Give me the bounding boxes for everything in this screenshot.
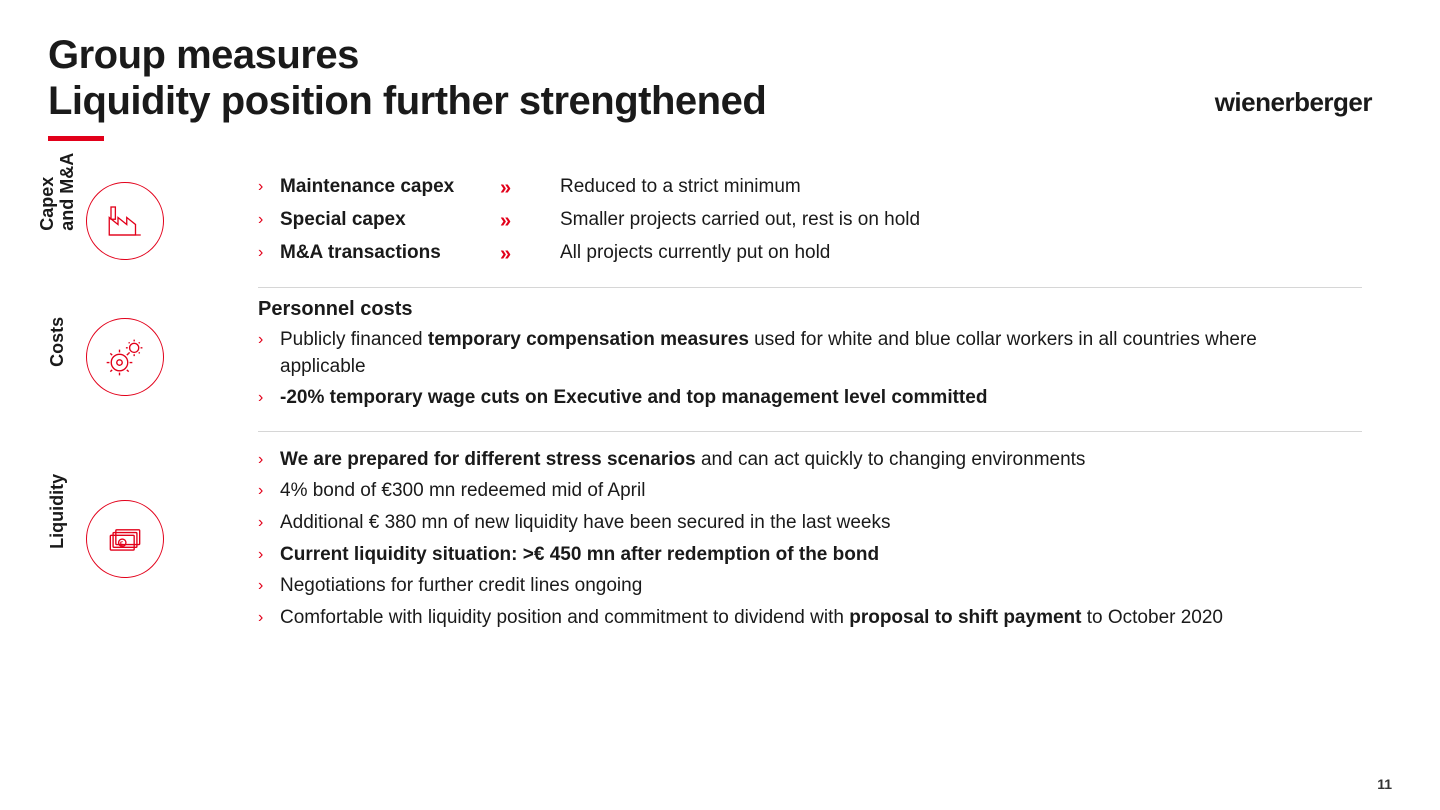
bullet-icon: › — [258, 447, 280, 471]
liquidity-text: 4% bond of €300 mn redeemed mid of April — [280, 478, 1322, 505]
costs-item: › Publicly financed temporary compensati… — [258, 327, 1362, 380]
costs-text: -20% temporary wage cuts on Executive an… — [280, 385, 1322, 412]
capex-label: Maintenance capex — [280, 174, 500, 201]
double-arrow-icon: » — [500, 240, 560, 268]
liquidity-text: Comfortable with liquidity position and … — [280, 605, 1322, 632]
bullet-icon: › — [258, 327, 280, 351]
title-line-2: Liquidity position further strengthened — [48, 78, 766, 124]
title-line-1: Group measures — [48, 32, 766, 78]
liquidity-item: › Current liquidity situation: >€ 450 mn… — [258, 542, 1362, 569]
side-label-liquidity: Liquidity — [48, 529, 68, 549]
section-liquidity: Liquidity € › We are prepared for differ… — [48, 432, 1392, 651]
banknotes-icon: € — [86, 500, 164, 578]
double-arrow-icon: » — [500, 207, 560, 235]
liquidity-text: Negotiations for further credit lines on… — [280, 573, 1322, 600]
liquidity-item: › Comfortable with liquidity position an… — [258, 605, 1362, 632]
accent-rule — [48, 136, 104, 141]
bullet-icon: › — [258, 510, 280, 534]
capex-item: › Special capex » Smaller projects carri… — [258, 207, 1362, 235]
section-capex: Capexand M&A › Maintenance capex » Reduc… — [48, 159, 1392, 287]
side-costs: Costs — [48, 298, 258, 417]
liquidity-item: › 4% bond of €300 mn redeemed mid of Apr… — [258, 478, 1362, 505]
page-number: 11 — [1377, 776, 1392, 792]
double-arrow-icon: » — [500, 174, 560, 202]
bullet-icon: › — [258, 542, 280, 566]
capex-item: › M&A transactions » All projects curren… — [258, 240, 1362, 268]
bullet-icon: › — [258, 174, 280, 198]
liquidity-content: › We are prepared for different stress s… — [258, 442, 1392, 637]
capex-label: M&A transactions — [280, 240, 500, 267]
bullet-icon: › — [258, 573, 280, 597]
title-block: Group measures Liquidity position furthe… — [48, 32, 766, 124]
costs-text: Publicly financed temporary compensation… — [280, 327, 1322, 380]
header: Group measures Liquidity position furthe… — [48, 32, 1392, 124]
capex-desc: Smaller projects carried out, rest is on… — [560, 207, 1362, 234]
capex-desc: Reduced to a strict minimum — [560, 174, 1362, 201]
bullet-icon: › — [258, 207, 280, 231]
gears-icon — [86, 318, 164, 396]
liquidity-text: We are prepared for different stress sce… — [280, 447, 1322, 474]
costs-subhead: Personnel costs — [258, 298, 1362, 321]
section-costs: Costs Personnel costs › Publicly finance… — [48, 288, 1392, 431]
liquidity-text: Additional € 380 mn of new liquidity hav… — [280, 510, 1322, 537]
bullet-icon: › — [258, 478, 280, 502]
capex-desc: All projects currently put on hold — [560, 240, 1362, 267]
side-capex: Capexand M&A — [48, 169, 258, 273]
liquidity-item: › We are prepared for different stress s… — [258, 447, 1362, 474]
side-label-capex: Capexand M&A — [38, 211, 78, 231]
side-liquidity: Liquidity € — [48, 442, 258, 637]
costs-content: Personnel costs › Publicly financed temp… — [258, 298, 1392, 417]
bullet-icon: › — [258, 240, 280, 264]
capex-label: Special capex — [280, 207, 500, 234]
liquidity-item: › Additional € 380 mn of new liquidity h… — [258, 510, 1362, 537]
capex-content: › Maintenance capex » Reduced to a stric… — [258, 169, 1392, 273]
bullet-icon: › — [258, 605, 280, 629]
costs-item: › -20% temporary wage cuts on Executive … — [258, 385, 1362, 412]
factory-icon — [86, 182, 164, 260]
capex-item: › Maintenance capex » Reduced to a stric… — [258, 174, 1362, 202]
liquidity-text: Current liquidity situation: >€ 450 mn a… — [280, 542, 1322, 569]
side-label-costs: Costs — [48, 347, 68, 367]
bullet-icon: › — [258, 385, 280, 409]
brand-logo: wienerberger — [1215, 87, 1392, 124]
liquidity-item: › Negotiations for further credit lines … — [258, 573, 1362, 600]
svg-text:€: € — [120, 540, 124, 547]
